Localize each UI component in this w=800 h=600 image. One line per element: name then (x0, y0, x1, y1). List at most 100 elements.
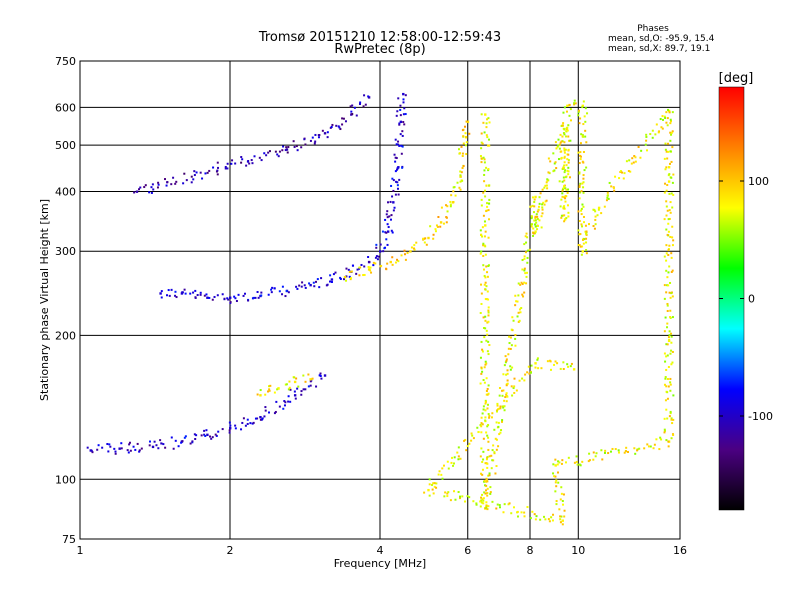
echo-point (221, 293, 224, 296)
echo-point (465, 144, 468, 147)
echo-point (395, 114, 398, 117)
echo-point (134, 448, 137, 451)
echo-point (391, 231, 394, 234)
echo-point (379, 243, 382, 246)
phase-stats-o: mean, sd,O: -95.9, 15.4 (608, 34, 715, 44)
echo-point (330, 278, 334, 281)
echo-point (203, 294, 206, 297)
echo-point (663, 115, 666, 118)
echo-point (259, 415, 262, 419)
echo-point (594, 223, 597, 226)
echo-point (563, 205, 566, 208)
echo-point (520, 307, 523, 310)
echo-point (488, 472, 491, 475)
echo-point (194, 289, 197, 292)
echo-point (669, 281, 672, 284)
echo-point (588, 452, 591, 455)
echo-point (162, 443, 165, 446)
echo-point (645, 133, 648, 136)
echo-point (503, 405, 506, 408)
echo-point (489, 491, 492, 494)
echo-point (487, 384, 490, 387)
echo-point (392, 189, 395, 192)
echo-point (479, 356, 482, 359)
echo-point (302, 388, 305, 391)
echo-point (384, 231, 387, 234)
y-tick-label: 75 (62, 533, 76, 546)
echo-point (483, 161, 486, 164)
echo-point (582, 186, 585, 189)
echo-point (462, 142, 465, 145)
echo-point (485, 389, 488, 392)
echo-point (561, 192, 564, 195)
echo-point (484, 462, 487, 465)
echo-point (580, 207, 583, 210)
echo-point (367, 256, 370, 259)
echo-point (482, 378, 485, 381)
echo-point (177, 445, 180, 448)
echo-point (555, 479, 558, 482)
echo-point (410, 246, 413, 249)
echo-point (264, 393, 267, 396)
echo-point (431, 483, 434, 486)
echo-point (670, 176, 673, 179)
echo-point (663, 429, 666, 432)
echo-point (487, 236, 490, 239)
echo-point (578, 122, 581, 125)
echo-point (301, 281, 304, 284)
echo-point (268, 389, 271, 392)
echo-point (351, 104, 354, 107)
echo-point (564, 187, 567, 190)
echo-point (294, 397, 297, 400)
echo-point (526, 256, 529, 259)
echo-point (268, 411, 271, 414)
echo-point (296, 149, 299, 152)
echo-point (513, 385, 516, 388)
echo-point (182, 182, 185, 185)
echo-point (201, 177, 204, 180)
echo-point (319, 374, 322, 377)
echo-point (497, 408, 500, 411)
echo-point (497, 425, 500, 428)
echo-point (582, 221, 585, 224)
echo-point (547, 518, 550, 521)
echo-point (464, 500, 467, 503)
echo-point (660, 438, 663, 441)
echo-point (274, 150, 277, 153)
echo-point (582, 135, 585, 138)
echo-point (398, 122, 401, 125)
echo-point (300, 146, 303, 149)
echo-point (666, 417, 669, 420)
echo-point (303, 284, 306, 287)
echo-point (667, 180, 671, 183)
echo-point (668, 192, 671, 195)
echo-point (476, 426, 479, 429)
echo-point (348, 275, 351, 278)
echo-point (671, 225, 674, 228)
echo-point (452, 190, 455, 193)
echo-point (663, 431, 666, 434)
echo-point (606, 194, 609, 197)
echo-point (463, 439, 466, 442)
echo-point (292, 140, 295, 143)
echo-point (486, 466, 489, 469)
echo-point (563, 509, 566, 512)
echo-point (521, 268, 524, 271)
echo-point (667, 365, 670, 368)
echo-point (566, 158, 569, 161)
echo-point (563, 164, 566, 167)
echo-point (482, 242, 485, 245)
echo-point (293, 394, 297, 397)
echo-point (326, 136, 329, 139)
echo-point (568, 139, 571, 142)
echo-point (396, 167, 399, 170)
echo-point (265, 154, 268, 157)
echo-point (394, 138, 397, 141)
echo-point (479, 252, 482, 255)
echo-point (562, 111, 565, 114)
echo-point (466, 445, 469, 448)
echo-point (658, 448, 661, 451)
echo-point (481, 423, 484, 426)
echo-point (485, 126, 488, 129)
